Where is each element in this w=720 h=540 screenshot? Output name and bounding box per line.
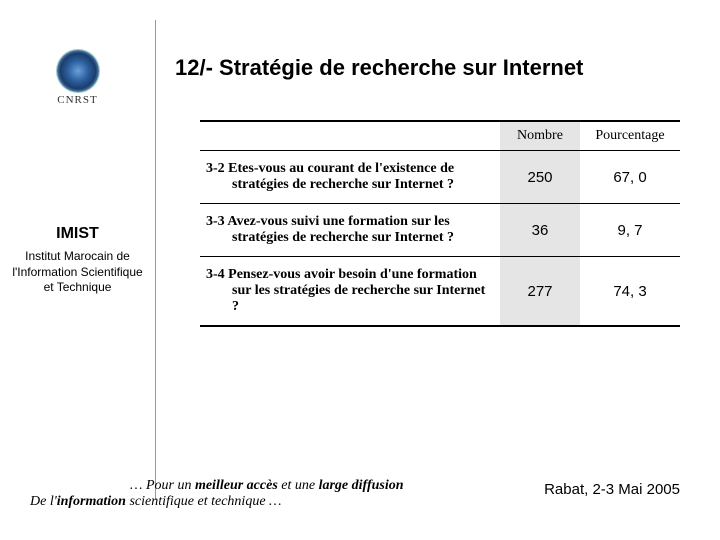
count-value: 250 xyxy=(500,151,580,204)
table-row: 3-2 Etes-vous au courant de l'existence … xyxy=(200,151,680,204)
col-percent: Pourcentage xyxy=(580,121,680,151)
cnrst-label: CNRST xyxy=(50,94,105,106)
footer-frag: … Pour un xyxy=(130,478,195,493)
footer-strong: large diffusion xyxy=(319,478,404,493)
count-value: 277 xyxy=(500,257,580,327)
percent-value: 74, 3 xyxy=(580,257,680,327)
slide: CNRST IMIST Institut Marocain de l'Infor… xyxy=(0,0,720,540)
percent-value: 9, 7 xyxy=(580,204,680,257)
question-text: 3-2 Etes-vous au courant de l'existence … xyxy=(206,161,494,193)
page-title: 12/- Stratégie de recherche sur Internet xyxy=(175,55,583,81)
table-header-row: Nombre Pourcentage xyxy=(200,121,680,151)
divider xyxy=(155,20,156,500)
col-count: Nombre xyxy=(500,121,580,151)
question-text: 3-4 Pensez-vous avoir besoin d'une forma… xyxy=(206,267,494,315)
col-question xyxy=(200,121,500,151)
imist-block: IMIST Institut Marocain de l'Information… xyxy=(10,225,145,296)
imist-subtitle: Institut Marocain de l'Information Scien… xyxy=(10,249,145,296)
results-table: Nombre Pourcentage 3-2 Etes-vous au cour… xyxy=(200,120,680,327)
footer-strong: information xyxy=(57,494,126,509)
sidebar: CNRST IMIST Institut Marocain de l'Infor… xyxy=(0,0,155,540)
table-row: 3-3 Avez-vous suivi une formation sur le… xyxy=(200,204,680,257)
question-text: 3-3 Avez-vous suivi une formation sur le… xyxy=(206,214,494,246)
cnrst-logo-block: CNRST xyxy=(50,50,105,106)
footer-date: Rabat, 2-3 Mai 2005 xyxy=(544,481,680,498)
count-value: 36 xyxy=(500,204,580,257)
percent-value: 67, 0 xyxy=(580,151,680,204)
footer: … Pour un meilleur accès et une large di… xyxy=(30,478,690,510)
footer-frag: et une xyxy=(278,478,319,493)
table-row: 3-4 Pensez-vous avoir besoin d'une forma… xyxy=(200,257,680,327)
imist-title: IMIST xyxy=(10,225,145,243)
cnrst-logo-icon xyxy=(57,50,99,92)
footer-frag: De l' xyxy=(30,494,57,509)
footer-frag: scientifique et technique … xyxy=(126,494,282,509)
footer-strong: meilleur accès xyxy=(195,478,278,493)
